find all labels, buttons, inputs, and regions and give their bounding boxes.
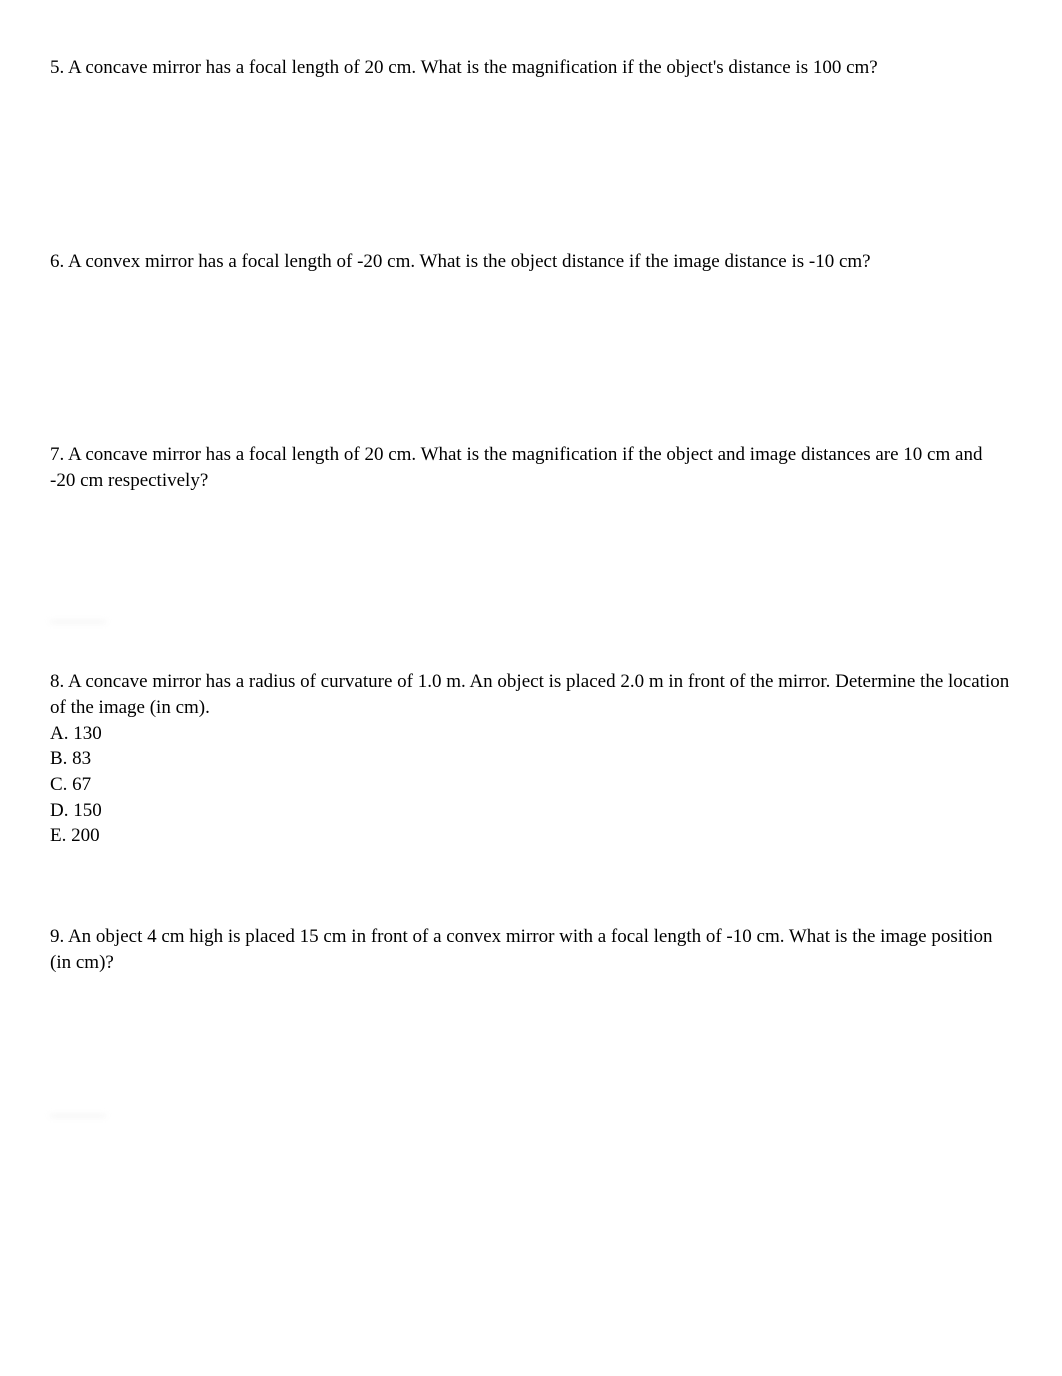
question-7-text: 7. A concave mirror has a focal length o… — [50, 442, 1012, 493]
question-5-text: 5. A concave mirror has a focal length o… — [50, 55, 1012, 81]
question-9: 9. An object 4 cm high is placed 15 cm i… — [50, 924, 1012, 975]
blurred-answer-7: ———— — [50, 613, 1012, 632]
answer-space-5 — [50, 81, 1012, 249]
answer-space-9 — [50, 975, 1012, 1103]
question-8-option-b: B. 83 — [50, 746, 1012, 772]
question-8-option-a: A. 130 — [50, 721, 1012, 747]
question-8-option-c: C. 67 — [50, 772, 1012, 798]
answer-space-6 — [50, 274, 1012, 442]
question-6: 6. A convex mirror has a focal length of… — [50, 249, 1012, 275]
question-6-text: 6. A convex mirror has a focal length of… — [50, 249, 1012, 275]
question-8-option-e: E. 200 — [50, 823, 1012, 849]
question-8-option-d: D. 150 — [50, 798, 1012, 824]
answer-space-8 — [50, 849, 1012, 924]
question-7: 7. A concave mirror has a focal length o… — [50, 442, 1012, 493]
spacer-7b — [50, 631, 1012, 669]
answer-space-7 — [50, 494, 1012, 609]
question-9-text: 9. An object 4 cm high is placed 15 cm i… — [50, 924, 1012, 975]
blurred-answer-9: ———— — [50, 1107, 1012, 1126]
question-8: 8. A concave mirror has a radius of curv… — [50, 669, 1012, 848]
question-8-text: 8. A concave mirror has a radius of curv… — [50, 669, 1012, 720]
question-5: 5. A concave mirror has a focal length o… — [50, 55, 1012, 81]
